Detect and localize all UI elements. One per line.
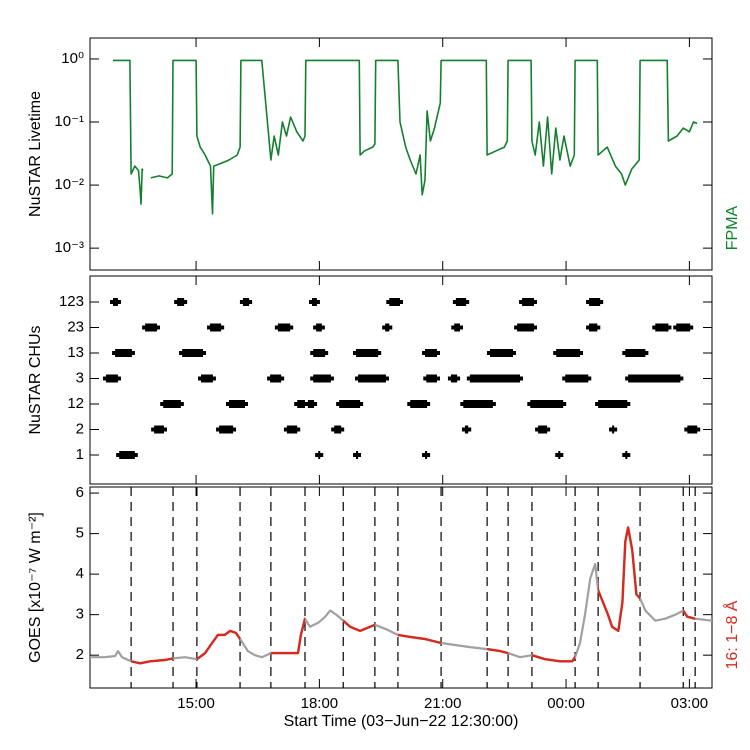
y-tick-label: 3 <box>76 606 84 623</box>
chu-interval-core <box>538 425 548 434</box>
chu-interval-core <box>628 374 681 383</box>
chu-interval-core <box>318 451 321 459</box>
y-axis-label: NuSTAR Livetime <box>27 91 44 217</box>
chu-interval-core <box>426 374 437 383</box>
chu-interval-core <box>598 400 628 408</box>
y-tick-label: 2 <box>76 646 84 663</box>
chu-interval-core <box>106 374 118 383</box>
y-tick-label: 23 <box>67 318 84 335</box>
chu-interval-core <box>454 323 460 332</box>
chu-interval-core <box>558 451 561 459</box>
y-tick-label: 10⁻³ <box>54 239 84 256</box>
right-label: FPMA <box>724 205 741 250</box>
chu-interval-core <box>676 323 691 332</box>
y-tick-label: 123 <box>59 293 84 310</box>
chu-interval-core <box>119 451 135 459</box>
x-tick-label: 21:00 <box>424 695 462 712</box>
chu-interval-core <box>210 323 222 332</box>
right-label: 16: 1−8 Å <box>722 600 741 669</box>
chu-interval-core <box>425 451 428 459</box>
x-tick-label: 03:00 <box>671 695 709 712</box>
chu-interval-core <box>339 400 361 408</box>
y-axis-label: GOES [x10⁻⁷ W m⁻²] <box>27 512 44 663</box>
chu-interval-core <box>625 451 628 459</box>
chu-interval-core <box>313 374 331 383</box>
chu-interval-core <box>463 400 493 408</box>
chu-interval-core <box>556 349 581 357</box>
chu-interval-core <box>410 400 428 408</box>
chu-interval-core <box>450 374 458 383</box>
chu-interval-core <box>385 323 390 332</box>
chu-interval-core <box>625 349 646 357</box>
x-axis-label: Start Time (03−Jun−22 12:30:00) <box>284 713 519 730</box>
chu-interval-core <box>355 451 359 459</box>
chu-interval-core <box>355 349 379 357</box>
chu-interval-core <box>113 298 118 306</box>
chu-interval-core <box>200 374 213 383</box>
panel-frame <box>89 275 713 485</box>
chu-interval-core <box>297 400 306 408</box>
chu-interval-core <box>425 349 437 357</box>
y-tick-label: 3 <box>76 369 84 386</box>
chu-interval-core <box>469 374 521 383</box>
y-tick-label: 4 <box>76 565 84 582</box>
highlight-line <box>131 526 696 665</box>
chu-interval-core <box>455 298 467 306</box>
chu-interval-core <box>589 298 601 306</box>
chu-interval-core <box>219 425 234 434</box>
chu-interval-core <box>307 400 315 408</box>
chu-interval-core <box>589 323 598 332</box>
chu-interval-core <box>612 425 615 434</box>
y-tick-label: 5 <box>76 525 84 542</box>
y-tick-label: 10⁻¹ <box>54 113 84 130</box>
chu-interval-core <box>655 323 669 332</box>
chu-interval-core <box>145 323 158 332</box>
y-tick-label: 1 <box>76 446 84 463</box>
y-tick-label: 10⁰ <box>61 50 84 67</box>
chu-interval-core <box>228 400 245 408</box>
chu-interval-core <box>687 425 698 434</box>
chu-interval-core <box>316 323 322 332</box>
chu-interval-core <box>154 425 164 434</box>
chu-interval-core <box>313 349 326 357</box>
data-line <box>113 59 698 215</box>
chu-interval-core <box>517 323 534 332</box>
chu-interval-core <box>115 349 132 357</box>
data-line <box>90 526 713 665</box>
x-tick-label: 00:00 <box>547 695 585 712</box>
chu-interval-core <box>358 374 386 383</box>
panel-frame <box>89 486 713 689</box>
chu-interval-core <box>464 425 469 434</box>
chu-interval-core <box>270 374 282 383</box>
chu-interval-core <box>389 298 400 306</box>
panel-frame <box>89 37 713 271</box>
x-tick-label: 18:00 <box>301 695 339 712</box>
chu-interval-core <box>177 298 185 306</box>
chu-interval-core <box>530 400 564 408</box>
chu-interval-core <box>311 298 317 306</box>
chu-interval-core <box>163 400 181 408</box>
y-tick-label: 13 <box>67 344 84 361</box>
y-tick-label: 12 <box>67 395 84 412</box>
y-axis-label: NuSTAR CHUs <box>27 325 44 434</box>
chu-interval-core <box>242 298 250 306</box>
chu-interval-core <box>182 349 204 357</box>
y-tick-label: 10⁻² <box>54 176 84 193</box>
chu-interval-core <box>565 374 589 383</box>
y-tick-label: 6 <box>76 484 84 501</box>
chu-interval-core <box>522 298 534 306</box>
chu-interval-core <box>490 349 514 357</box>
x-tick-label: 15:00 <box>177 695 215 712</box>
chu-interval-core <box>277 323 291 332</box>
chu-interval-core <box>334 425 342 434</box>
chu-interval-core <box>286 425 298 434</box>
y-tick-label: 2 <box>76 420 84 437</box>
